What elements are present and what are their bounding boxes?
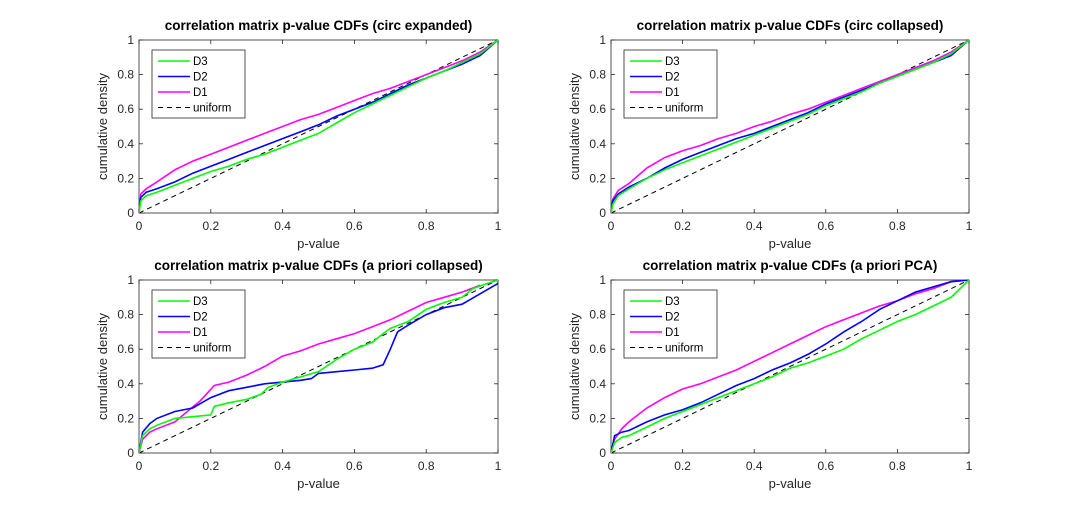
legend-label-D1: D1 xyxy=(665,87,680,99)
y-axis-label: cumulative density xyxy=(95,73,110,180)
subplot-3: 0 0.2 0.4 0.6 0.8 1 0 0.2 0.4 0.6 0.8 1 correlation … xyxy=(95,258,502,491)
y-tick-label: 0.6 xyxy=(589,342,606,356)
legend-label-D2: D2 xyxy=(665,312,680,324)
series-line-D2 xyxy=(611,280,969,453)
x-tick-label: 0.6 xyxy=(817,459,834,473)
y-tick-label: 0.2 xyxy=(589,171,606,185)
x-tick-label: 0 xyxy=(136,219,143,233)
legend: D3 D2 D1 uniform xyxy=(151,289,246,359)
y-tick-label: 0.8 xyxy=(117,308,134,322)
y-tick-label: 0.8 xyxy=(117,68,134,82)
y-tick-label: 1 xyxy=(127,33,134,47)
legend-label-D1: D1 xyxy=(193,87,208,99)
legend-label-uniform: uniform xyxy=(665,343,703,355)
y-tick-label: 1 xyxy=(599,33,606,47)
x-tick-label: 0 xyxy=(608,219,615,233)
x-tick-label: 0.8 xyxy=(889,219,906,233)
legend-label-uniform: uniform xyxy=(193,103,231,115)
subplot-1: 0 0.2 0.4 0.6 0.8 1 0 0.2 0.4 0.6 0.8 1 correlation … xyxy=(95,18,502,251)
series-line-uniform xyxy=(139,40,498,213)
y-tick-label: 0.4 xyxy=(117,377,134,391)
x-tick-label: 1 xyxy=(495,459,502,473)
series-line-D3 xyxy=(611,40,969,213)
series-line-uniform xyxy=(611,280,969,453)
y-tick-label: 0 xyxy=(599,446,606,460)
legend-label-D2: D2 xyxy=(193,72,208,84)
x-axis-label: p-value xyxy=(769,476,812,491)
x-tick-label: 0 xyxy=(608,459,615,473)
x-tick-label: 0.6 xyxy=(346,219,363,233)
chart-title: correlation matrix p-value CDFs (a prior… xyxy=(154,258,483,273)
series-line-D1 xyxy=(139,284,481,453)
y-tick-label: 0.4 xyxy=(589,377,606,391)
x-tick-label: 1 xyxy=(966,459,973,473)
x-tick-label: 1 xyxy=(966,219,973,233)
y-tick-label: 1 xyxy=(599,273,606,287)
chart-title: correlation matrix p-value CDFs (a prior… xyxy=(643,258,938,273)
chart-title: correlation matrix p-value CDFs (circ ex… xyxy=(165,18,473,33)
x-tick-label: 0.6 xyxy=(817,219,834,233)
series-line-D3 xyxy=(611,280,969,453)
legend-label-D3: D3 xyxy=(193,296,208,308)
series-line-D1 xyxy=(611,40,969,213)
series-line-D1 xyxy=(139,40,498,213)
y-axis-label: cumulative density xyxy=(567,313,582,420)
y-tick-label: 0.2 xyxy=(589,411,606,425)
series-line-D3 xyxy=(139,280,498,453)
x-tick-label: 0.4 xyxy=(746,219,763,233)
y-axis-label: cumulative density xyxy=(95,313,110,420)
x-tick-label: 0.2 xyxy=(202,459,219,473)
y-tick-label: 0.4 xyxy=(589,137,606,151)
series-line-uniform xyxy=(139,280,498,453)
legend-label-D3: D3 xyxy=(193,56,208,68)
x-tick-label: 0.2 xyxy=(202,219,219,233)
x-tick-label: 0.2 xyxy=(674,219,691,233)
x-tick-label: 0.6 xyxy=(346,459,363,473)
legend-label-uniform: uniform xyxy=(193,343,231,355)
x-tick-label: 0.8 xyxy=(418,459,435,473)
y-tick-label: 0.4 xyxy=(117,137,134,151)
x-tick-label: 0.4 xyxy=(274,459,291,473)
y-tick-label: 0.2 xyxy=(117,171,134,185)
legend: D3 D2 D1 uniform xyxy=(623,289,718,359)
x-axis-label: p-value xyxy=(769,236,812,251)
y-tick-label: 0.6 xyxy=(117,342,134,356)
legend: D3 D2 D1 uniform xyxy=(623,49,718,119)
legend: D3 D2 D1 uniform xyxy=(151,49,246,119)
y-tick-label: 0.2 xyxy=(117,411,134,425)
chart-title: correlation matrix p-value CDFs (circ co… xyxy=(637,18,944,33)
series-line-D3 xyxy=(139,40,498,213)
legend-label-D1: D1 xyxy=(665,327,680,339)
series-line-D2 xyxy=(139,282,498,453)
legend-label-D1: D1 xyxy=(193,327,208,339)
x-tick-label: 1 xyxy=(495,219,502,233)
x-tick-label: 0.4 xyxy=(746,459,763,473)
legend-label-D2: D2 xyxy=(193,312,208,324)
x-tick-label: 0.4 xyxy=(274,219,291,233)
y-tick-label: 0.8 xyxy=(589,308,606,322)
x-axis-label: p-value xyxy=(297,236,340,251)
y-tick-label: 1 xyxy=(127,273,134,287)
y-tick-label: 0 xyxy=(127,206,134,220)
x-axis-label: p-value xyxy=(297,476,340,491)
x-tick-label: 0.8 xyxy=(418,219,435,233)
x-tick-label: 0 xyxy=(136,459,143,473)
legend-label-D2: D2 xyxy=(665,72,680,84)
y-tick-label: 0 xyxy=(127,446,134,460)
legend-label-D3: D3 xyxy=(665,56,680,68)
legend-label-uniform: uniform xyxy=(665,103,703,115)
y-tick-label: 0 xyxy=(599,206,606,220)
y-tick-label: 0.6 xyxy=(589,102,606,116)
subplot-4: 0 0.2 0.4 0.6 0.8 1 0 0.2 0.4 0.6 0.8 1 correlation … xyxy=(567,258,973,491)
y-tick-label: 0.8 xyxy=(589,68,606,82)
subplot-2: 0 0.2 0.4 0.6 0.8 1 0 0.2 0.4 0.6 0.8 1 correlation … xyxy=(567,18,973,251)
y-tick-label: 0.6 xyxy=(117,102,134,116)
x-tick-label: 0.2 xyxy=(674,459,691,473)
y-axis-label: cumulative density xyxy=(567,73,582,180)
x-tick-label: 0.8 xyxy=(889,459,906,473)
legend-label-D3: D3 xyxy=(665,296,680,308)
series-line-uniform xyxy=(611,40,969,213)
